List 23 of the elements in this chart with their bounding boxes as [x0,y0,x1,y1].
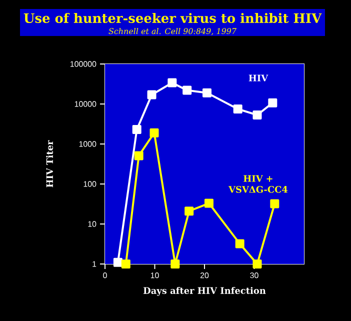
chart-title: Use of hunter-seeker virus to inhibit HIV [24,12,322,24]
text: HIV [248,74,268,82]
point [268,98,278,108]
point [132,125,142,134]
point [113,258,122,267]
point [235,239,244,248]
point [233,104,242,114]
point [168,78,177,88]
point [150,128,159,138]
x-axis-title: Days after HIV Infection [143,287,266,296]
point [270,199,280,208]
point [252,110,262,120]
point [182,86,192,95]
point [202,88,212,98]
point [204,198,214,208]
point [121,260,130,268]
point [184,206,194,216]
series-label: HIV + VSVΔG-CC4 [228,175,288,193]
point [252,260,262,268]
point [134,151,144,160]
point [147,90,156,100]
point [170,260,180,268]
y-axis-title: HIV Titer [46,140,54,188]
